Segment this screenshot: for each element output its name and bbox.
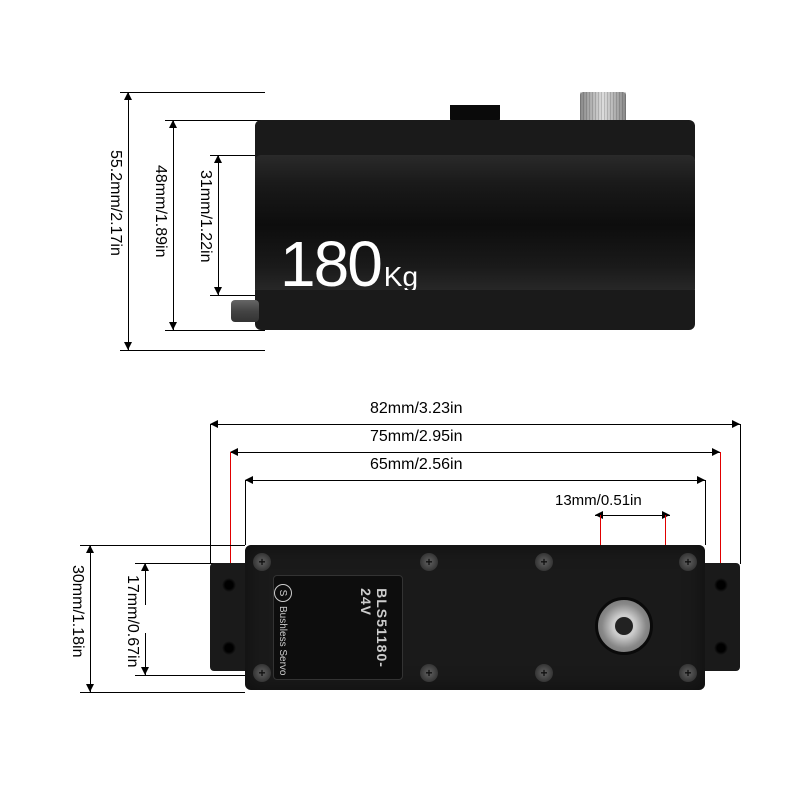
m -ämыÉ≡ hole-icon — [222, 578, 236, 592]
screw-icon — [679, 553, 697, 571]
screw-icon — [535, 664, 553, 682]
ext-line — [120, 350, 265, 351]
arrow — [230, 448, 238, 456]
ext-line — [120, 92, 265, 93]
dim-width-outer: 82mm/3.23in — [370, 400, 463, 418]
spline-shaft-icon — [580, 92, 626, 122]
servo-case-top: S Bushless Servo BLS51180-24V — [245, 545, 705, 690]
arrow — [662, 511, 670, 519]
dim-line — [210, 424, 740, 425]
label-sub: Bushless Servo — [278, 606, 289, 675]
arrow — [169, 322, 177, 330]
= — [702, 563, 740, 671]
dim-depth-inner: 17mm/0.67in — [123, 575, 141, 668]
dim-line — [230, 452, 720, 453]
servo-bottom-cap — [255, 290, 695, 330]
torque-unit: Kg — [384, 261, 418, 293]
spline-center-icon — [615, 617, 633, 635]
mount-hole-icon — [714, 641, 728, 655]
product-type: BRUSHLESS DIGITAL SERVO — [318, 345, 556, 360]
arrow — [214, 287, 222, 295]
servo-body-front: 180Kg Dc19.2~25.2V S DSSERVO BRUSHLESS D… — [255, 100, 695, 350]
spline-gear-icon — [595, 597, 653, 655]
dim-line — [595, 515, 670, 516]
screw-icon — [535, 553, 553, 571]
mount-hole-icon — [222, 641, 236, 655]
ext-line — [705, 480, 706, 545]
ext-line — [165, 330, 265, 331]
servo-front-view: 55.2mm/2.17in 48mm/1.89in 31mm/1.22in 18… — [80, 50, 720, 370]
mount-hole-icon — [714, 578, 728, 592]
dim-height-outer: 55.2mm/2.17in — [106, 150, 124, 256]
mount-ear-left — [210, 563, 248, 671]
arrow — [732, 420, 740, 428]
screw-icon — [420, 553, 438, 571]
arrow — [595, 511, 603, 519]
arrow — [712, 448, 720, 456]
arrow — [210, 420, 218, 428]
screw-icon — [679, 664, 697, 682]
arrow — [697, 476, 705, 484]
dim-width-inner: 65mm/2.56in — [370, 456, 463, 474]
screw-icon — [253, 553, 271, 571]
ext-line — [210, 424, 211, 564]
servo-body-top: S Bushless Servo BLS51180-24V — [245, 535, 705, 700]
servo-case: 180Kg Dc19.2~25.2V S DSSERVO BRUSHLESS D… — [255, 155, 695, 295]
ext-gap-bottom — [135, 675, 245, 676]
dim-height-mid: 48mm/1.89in — [151, 165, 169, 258]
label-brand-row: S Bushless Servo — [274, 584, 292, 675]
dim-line — [245, 480, 705, 481]
dim-line — [90, 545, 91, 692]
servo-top-cap — [255, 120, 695, 160]
label-panel: S Bushless Servo BLS51180-24V — [273, 575, 403, 680]
screw-icon — [420, 664, 438, 682]
arrow — [124, 342, 132, 350]
screw-icon — [253, 664, 271, 682]
dim-line — [128, 92, 129, 350]
dim-width-mid: 75mm/2.95in — [370, 428, 463, 446]
arrow — [169, 120, 177, 128]
dim-line — [218, 155, 219, 295]
dim-line — [173, 120, 174, 330]
arrow — [245, 476, 253, 484]
ext-line — [740, 424, 741, 564]
label-logo-icon: S — [274, 584, 292, 602]
cable-icon — [231, 300, 259, 322]
dim-height-inner: 31mm/1.22in — [196, 170, 214, 263]
arrow — [86, 545, 94, 553]
dim-line-gap — [145, 563, 146, 675]
ext-line — [165, 120, 265, 121]
arrow — [124, 92, 132, 100]
arrow — [214, 155, 222, 163]
arrow — [86, 684, 94, 692]
dim-spline: 13mm/0.51in — [555, 492, 642, 509]
ext-line — [80, 545, 245, 546]
dim-depth-outer: 30mm/1.18in — [68, 565, 86, 658]
model-number: BLS51180-24V — [358, 588, 390, 668]
ext-line — [80, 692, 245, 693]
servo-top-view: 82mm/3.23in 75mm/2.95in 65mm/2.56in 13mm… — [60, 400, 740, 780]
